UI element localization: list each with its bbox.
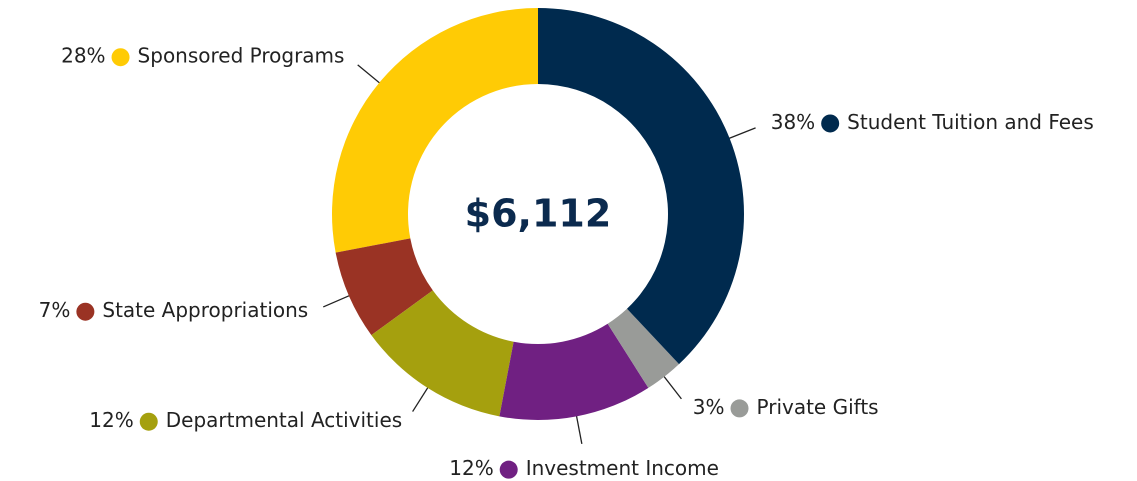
slice-label: 7% State Appropriations	[39, 298, 309, 322]
legend-dot	[111, 48, 130, 67]
category-label: Sponsored Programs	[138, 44, 345, 68]
center-label: $6,112	[465, 192, 612, 236]
slice-label: 3% Private Gifts	[693, 395, 879, 419]
legend-dot	[821, 114, 840, 133]
donut-slice	[607, 308, 680, 388]
slice-label: 12% Investment Income	[449, 456, 719, 480]
category-label: Departmental Activities	[166, 408, 402, 432]
category-label: Student Tuition and Fees	[847, 110, 1094, 134]
category-label: State Appropriations	[102, 298, 308, 322]
donut-slice	[335, 238, 433, 336]
value-label: 12%	[89, 408, 133, 432]
donut-slice	[332, 8, 538, 253]
value-label: 12%	[449, 456, 493, 480]
value-label: 28%	[61, 44, 105, 68]
donut-slice	[499, 323, 649, 420]
legend-dot	[139, 412, 158, 431]
category-label: Investment Income	[526, 456, 719, 480]
legend-dot	[730, 399, 749, 418]
legend-dot	[499, 460, 518, 479]
slice-label: 12% Departmental Activities	[89, 408, 402, 432]
category-label: Private Gifts	[757, 395, 879, 419]
slice-label: 38% Student Tuition and Fees	[771, 110, 1094, 134]
donut-slice	[371, 290, 514, 417]
slice-label: 28% Sponsored Programs	[61, 44, 344, 68]
value-label: 38%	[771, 110, 815, 134]
donut-slice	[538, 8, 745, 365]
value-label: 7%	[39, 298, 71, 322]
value-label: 3%	[693, 395, 725, 419]
legend-dot	[76, 302, 95, 321]
